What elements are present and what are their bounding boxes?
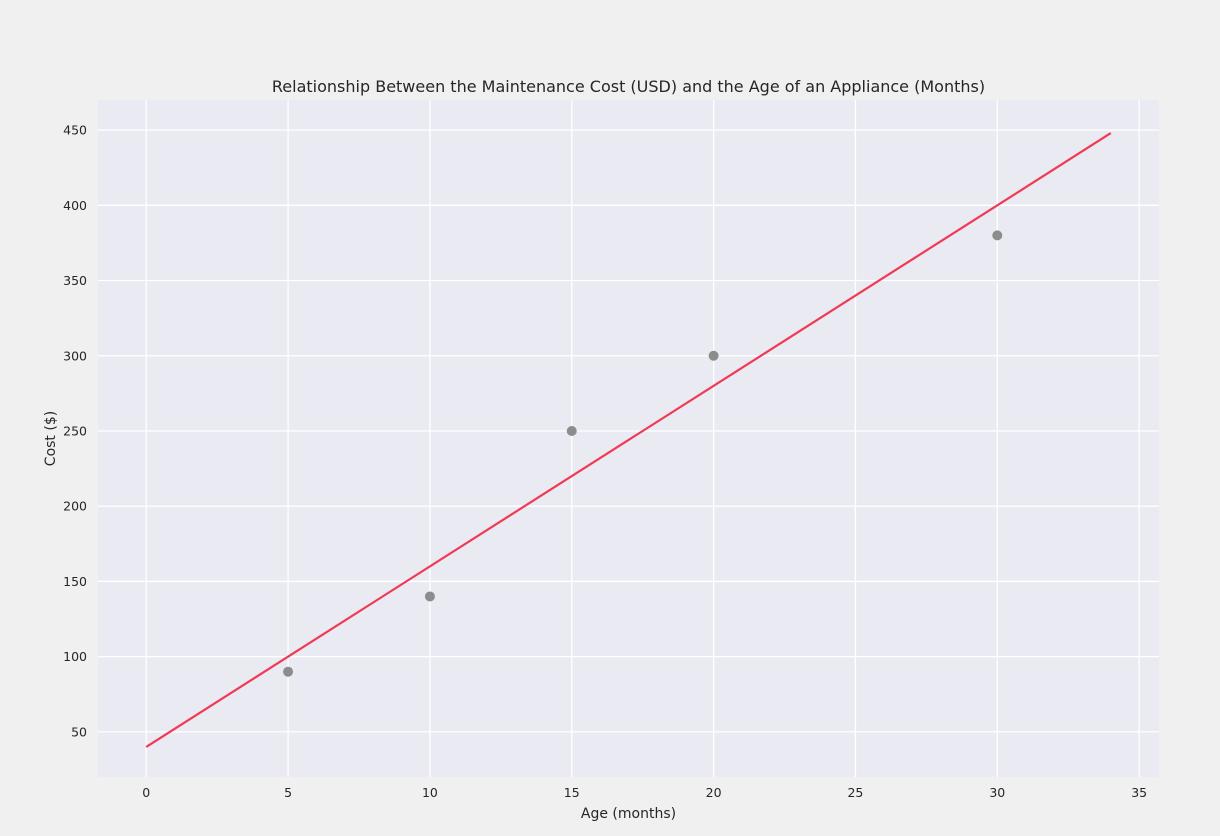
- y-tick-label: 100: [63, 649, 87, 664]
- x-tick-label: 25: [847, 785, 863, 800]
- fit-line: [145, 132, 1112, 748]
- x-tick-label: 5: [284, 785, 292, 800]
- x-tick-label: 15: [564, 785, 580, 800]
- y-tick-label: 350: [63, 273, 87, 288]
- y-tick-label: 450: [63, 123, 87, 138]
- data-point: [708, 350, 719, 361]
- chart-title: Relationship Between the Maintenance Cos…: [272, 77, 985, 96]
- fit-line-layer: [145, 132, 1112, 748]
- data-point: [283, 666, 294, 677]
- y-tick-label: 300: [63, 348, 87, 363]
- x-tick-label: 30: [989, 785, 1005, 800]
- y-tick-labels: 50 100 150 200 250 300 350 400 450: [63, 123, 87, 740]
- x-gridlines: [145, 100, 1140, 777]
- x-tick-label: 35: [1131, 785, 1147, 800]
- x-axis-label: Age (months): [581, 806, 676, 822]
- data-point: [566, 425, 577, 436]
- x-tick-label: 10: [422, 785, 438, 800]
- data-point: [424, 591, 435, 602]
- x-tick-label: 0: [142, 785, 150, 800]
- y-tick-label: 50: [71, 724, 87, 739]
- x-tick-labels: 0 5 10 15 20 25 30 35: [142, 785, 1147, 800]
- y-tick-label: 150: [63, 574, 87, 589]
- y-tick-label: 400: [63, 198, 87, 213]
- x-tick-label: 20: [706, 785, 722, 800]
- data-points: [283, 230, 1003, 677]
- y-axis-label: Cost ($): [43, 411, 59, 466]
- data-point: [992, 230, 1003, 241]
- y-gridlines: [98, 129, 1159, 733]
- y-tick-label: 200: [63, 499, 87, 514]
- y-tick-label: 250: [63, 423, 87, 438]
